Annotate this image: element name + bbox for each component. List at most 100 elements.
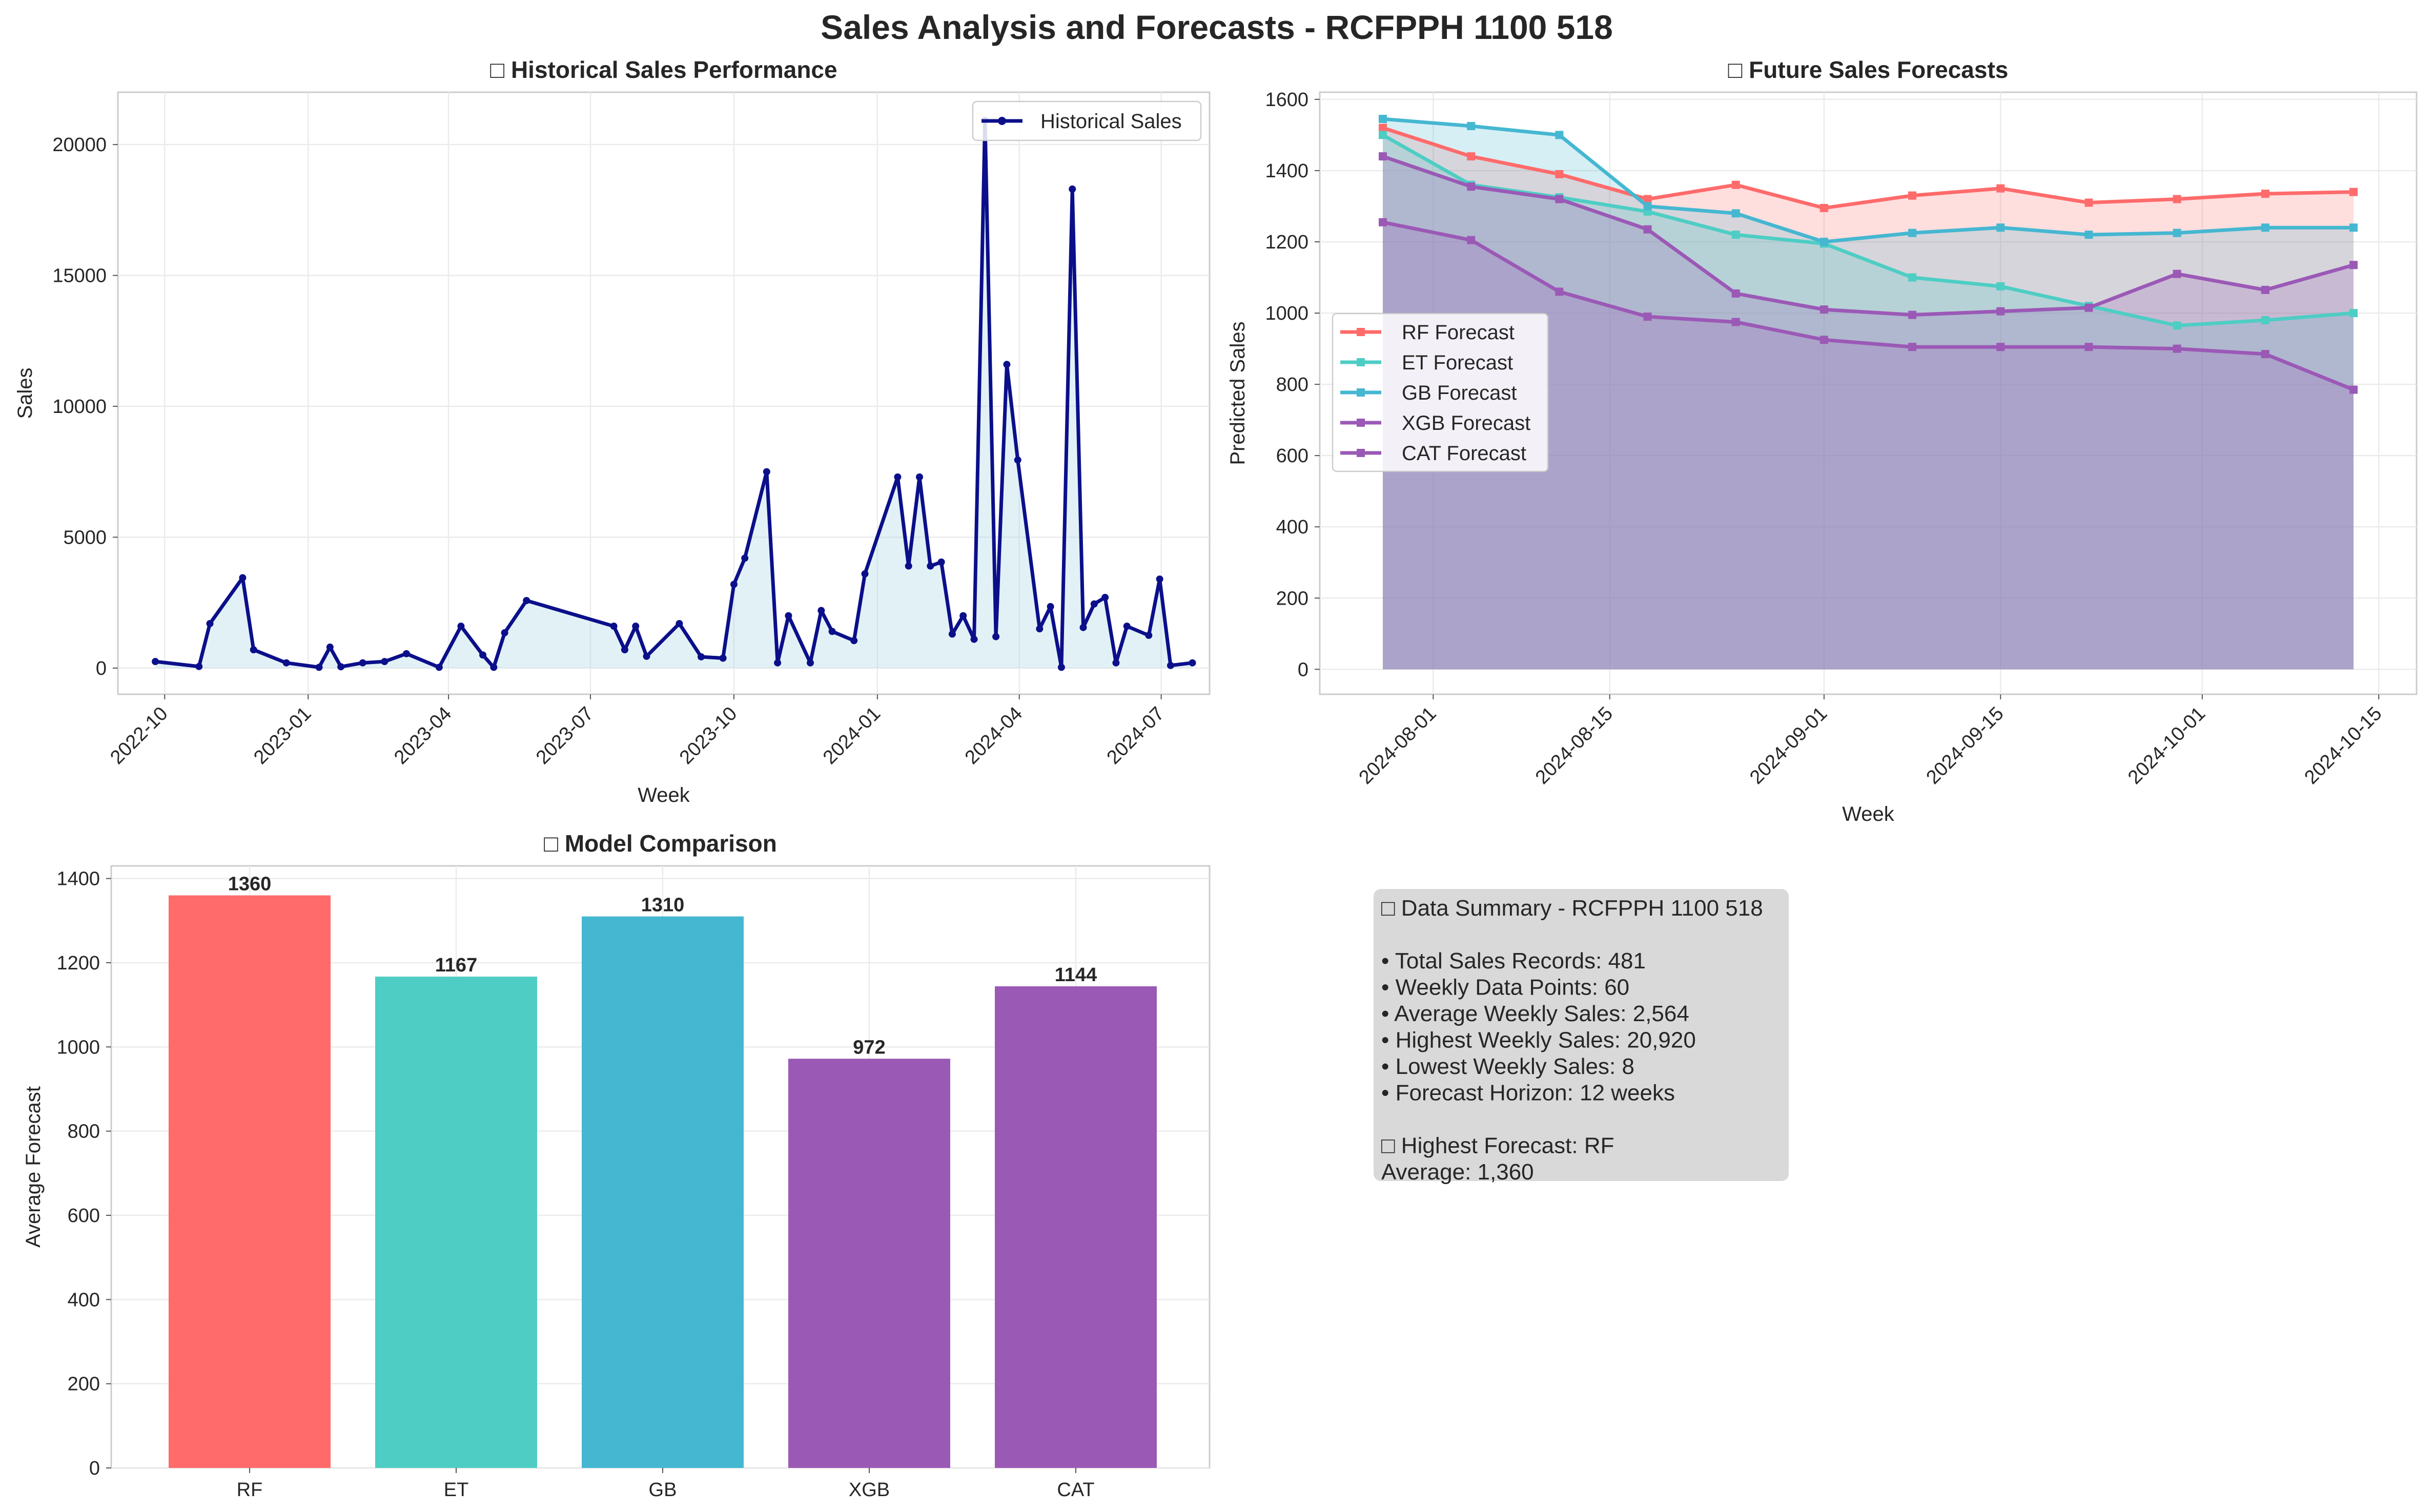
future-forecasts-panel: 0 200 400 600 800 1000 1200 1400 1600 2024-08-01 2… xyxy=(1226,56,2418,825)
comparison-ytick-label: 1000 xyxy=(56,1037,100,1058)
forecast-legend-marker xyxy=(1357,328,1365,336)
comparison-ytick-label: 600 xyxy=(68,1205,100,1227)
comparison-value-label: 1144 xyxy=(1055,964,1097,986)
historical-sales-point xyxy=(785,612,792,619)
historical-sales-point xyxy=(774,659,782,667)
comparison-value-label: 1167 xyxy=(435,955,477,976)
historical-xtick-label: 2023-10 xyxy=(676,703,741,769)
forecast-title: □ Future Sales Forecasts xyxy=(1728,56,2009,83)
summary-line: • Weekly Data Points: 60 xyxy=(1381,975,1629,1000)
historical-sales-point xyxy=(948,630,956,638)
historical-xtick-label: 2024-07 xyxy=(1103,703,1169,769)
historical-sales-point xyxy=(359,659,366,667)
forecast-point-2 xyxy=(2349,223,2358,232)
historical-sales-point xyxy=(741,554,749,562)
historical-sales-point xyxy=(927,562,934,570)
forecast-point-2 xyxy=(1731,209,1740,218)
forecast-legend-label: GB Forecast xyxy=(1402,382,1517,404)
historical-sales-point xyxy=(250,646,257,654)
historical-legend: Historical Sales xyxy=(972,100,1202,141)
historical-ytick-label: 20000 xyxy=(52,134,107,156)
forecast-point-2 xyxy=(1996,223,2005,232)
comparison-xtick-label: ET xyxy=(444,1479,469,1501)
historical-xtick-label: 2023-01 xyxy=(250,703,315,769)
forecast-ytick-label: 1400 xyxy=(1265,160,1308,182)
forecast-legend-label: XGB Forecast xyxy=(1402,412,1530,434)
historical-xtick-label: 2023-07 xyxy=(532,703,598,769)
forecast-point-0 xyxy=(2349,188,2358,196)
comparison-value-label: 972 xyxy=(853,1037,885,1058)
forecast-point-2 xyxy=(2173,229,2181,237)
forecast-point-3 xyxy=(1555,195,1564,203)
historical-legend-marker xyxy=(998,117,1006,125)
historical-sales-point xyxy=(490,664,498,671)
historical-title: □ Historical Sales Performance xyxy=(490,56,837,83)
forecast-line-2 xyxy=(1382,117,2354,244)
summary-line: • Average Weekly Sales: 2,564 xyxy=(1381,1001,1689,1026)
forecast-legend-marker xyxy=(1357,358,1365,366)
forecast-area-1 xyxy=(1382,135,2354,670)
historical-sales-point xyxy=(152,658,159,666)
historical-sales-point xyxy=(1047,603,1054,610)
historical-xtick-label: 2024-04 xyxy=(961,703,1027,769)
historical-sales-point xyxy=(206,620,214,628)
comparison-ytick-label: 200 xyxy=(68,1374,100,1395)
historical-sales-point xyxy=(1167,661,1174,669)
comparison-title: □ Model Comparison xyxy=(544,830,777,857)
historical-sales-point xyxy=(807,659,814,667)
historical-xtick-label: 2024-01 xyxy=(819,703,885,769)
historical-sales-point xyxy=(239,574,247,582)
forecast-line-0 xyxy=(1382,126,2354,210)
historical-sales-point xyxy=(1101,593,1109,601)
historical-sales-point xyxy=(1003,361,1011,368)
forecast-point-1 xyxy=(1731,231,1740,239)
historical-xtick-label: 2023-04 xyxy=(390,703,456,769)
forecast-point-2 xyxy=(2084,231,2093,239)
forecast-line-3 xyxy=(1382,154,2354,317)
forecast-xtick-label: 2024-09-15 xyxy=(1922,703,2008,789)
forecast-point-3 xyxy=(1378,152,1387,161)
comparison-value-label: 1310 xyxy=(641,895,685,916)
forecast-point-0 xyxy=(1467,152,1476,161)
historical-sales-point xyxy=(337,663,345,671)
historical-sales-point xyxy=(402,650,410,657)
forecast-point-4 xyxy=(2173,344,2181,353)
forecast-point-0 xyxy=(1996,184,2005,193)
forecast-legend-marker xyxy=(1357,419,1365,427)
forecast-point-1 xyxy=(1908,273,1917,282)
historical-sales-point xyxy=(1057,664,1065,671)
historical-sales-line xyxy=(155,118,1193,669)
forecast-point-3 xyxy=(2349,261,2358,270)
forecast-area-3 xyxy=(1382,156,2354,670)
forecast-point-0 xyxy=(2084,198,2093,207)
figure-title: Sales Analysis and Forecasts - RCFPPH 11… xyxy=(821,8,1613,46)
historical-sales-point xyxy=(730,581,738,588)
forecast-point-2 xyxy=(1378,115,1387,123)
forecast-ytick-label: 800 xyxy=(1276,374,1308,396)
forecast-legend-label: RF Forecast xyxy=(1402,321,1515,344)
forecast-point-0 xyxy=(1819,203,1828,212)
forecast-xtick-label: 2024-10-01 xyxy=(2124,703,2210,789)
forecast-point-0 xyxy=(2173,195,2181,203)
forecast-area-2 xyxy=(1382,119,2354,670)
historical-sales-area xyxy=(155,120,1193,668)
historical-sales-point xyxy=(828,628,836,635)
forecast-point-1 xyxy=(2349,309,2358,318)
historical-sales-point xyxy=(1069,185,1076,193)
forecast-point-4 xyxy=(1467,236,1476,244)
forecast-point-2 xyxy=(2261,223,2269,232)
forecast-point-3 xyxy=(1819,305,1828,314)
historical-sales-point xyxy=(1036,625,1044,633)
historical-sales-panel: 0 5000 10000 15000 20000 2022-10 2023-01 2023-0… xyxy=(14,56,1211,806)
historical-sales-point xyxy=(970,635,978,643)
forecast-legend: RF Forecast ET Forecast GB Forecast XGB For… xyxy=(1332,313,1549,472)
forecast-point-3 xyxy=(1908,310,1917,319)
forecast-xtick-label: 2024-09-01 xyxy=(1746,703,1831,789)
forecast-point-4 xyxy=(1908,343,1917,351)
comparison-ytick-label: 800 xyxy=(68,1121,100,1143)
forecast-point-3 xyxy=(2173,270,2181,278)
historical-sales-point xyxy=(479,651,487,659)
forecast-legend-label: ET Forecast xyxy=(1402,351,1513,374)
comparison-xtick-label: XGB xyxy=(849,1479,890,1501)
historical-sales-point xyxy=(1123,623,1131,630)
